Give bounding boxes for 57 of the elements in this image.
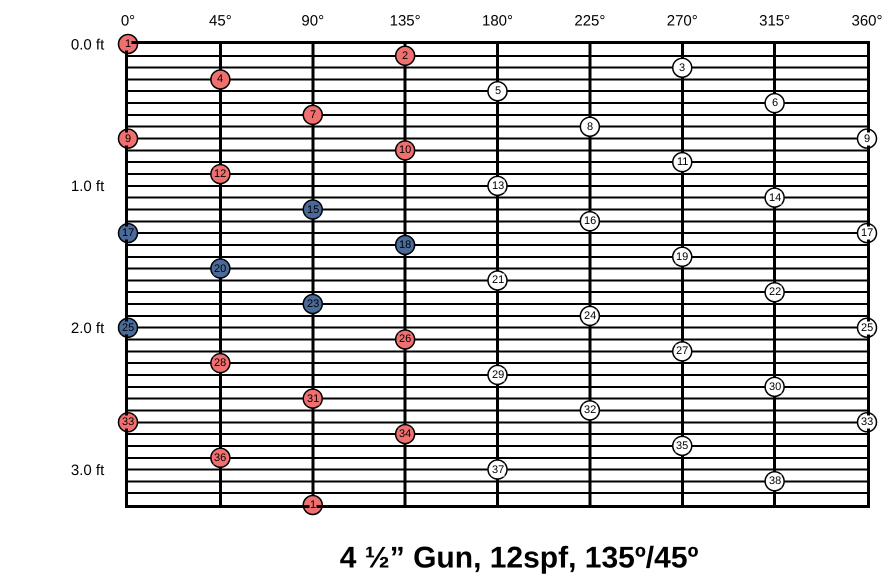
annotation: 36: [214, 452, 226, 464]
annotation: 19: [676, 251, 688, 263]
annotation: 9: [864, 133, 870, 145]
annotation: 20: [214, 263, 226, 275]
annotation: 11: [677, 156, 688, 168]
x-tick-label: 180°: [482, 12, 514, 30]
annotation: 25: [861, 322, 874, 334]
x-tick-label: 315°: [759, 12, 790, 30]
annotation: 38: [769, 475, 782, 487]
annotation: 9: [125, 133, 132, 145]
annotation: 29: [492, 369, 504, 381]
annotation: 35: [676, 440, 688, 452]
x-tick-label: 90°: [301, 12, 324, 30]
annotation: 6: [772, 97, 778, 109]
annotation: 30: [769, 381, 782, 393]
annotation: 15: [307, 204, 320, 216]
y-tick-label: 1.0 ft: [70, 178, 106, 196]
annotation: 10: [399, 144, 412, 156]
x-tick-label: 270°: [666, 12, 698, 30]
annotation: 17: [122, 227, 134, 239]
annotation: 3: [679, 62, 686, 74]
annotation: 27: [676, 345, 688, 357]
annotation: 21: [492, 274, 504, 286]
annotation: 28: [214, 357, 226, 369]
annotation: 17: [861, 227, 874, 239]
x-tick-label: 0°: [120, 12, 136, 30]
annotation: 12: [214, 168, 226, 180]
y-tick-label: 2.0 ft: [70, 320, 106, 337]
annotation: 37: [492, 464, 504, 476]
y-tick-label: 0.0 ft: [70, 36, 106, 54]
x-tick-label: 225°: [574, 12, 606, 30]
annotation: 18: [399, 239, 412, 251]
annotation: 8: [587, 121, 594, 133]
annotation: 16: [584, 215, 596, 227]
x-tick-label: 45°: [209, 12, 232, 30]
annotation: 26: [399, 333, 412, 345]
text: 4 ½” Gun, 12spf, 135º/45º: [340, 541, 699, 574]
annotation: 5: [495, 85, 502, 97]
annotation: 32: [584, 404, 596, 416]
annotation: 24: [584, 310, 596, 322]
annotation: 2: [402, 50, 408, 62]
annotation: 7: [310, 109, 316, 121]
annotation: 33: [122, 416, 134, 428]
annotation: 23: [307, 298, 320, 310]
annotation: 33: [861, 416, 874, 428]
y-tick-label: 3.0 ft: [70, 462, 106, 479]
annotation: 31: [307, 393, 320, 405]
annotation: 14: [769, 192, 782, 204]
annotation: 4: [217, 73, 224, 85]
x-tick-label: 135°: [390, 12, 421, 30]
annotation: 13: [492, 180, 504, 192]
x-tick-label: 360°: [851, 12, 883, 30]
annotation: 34: [399, 428, 412, 440]
annotation: 22: [769, 286, 782, 298]
annotation: 1: [125, 38, 132, 50]
annotation: 1: [310, 499, 316, 511]
annotation: 25: [122, 322, 134, 334]
